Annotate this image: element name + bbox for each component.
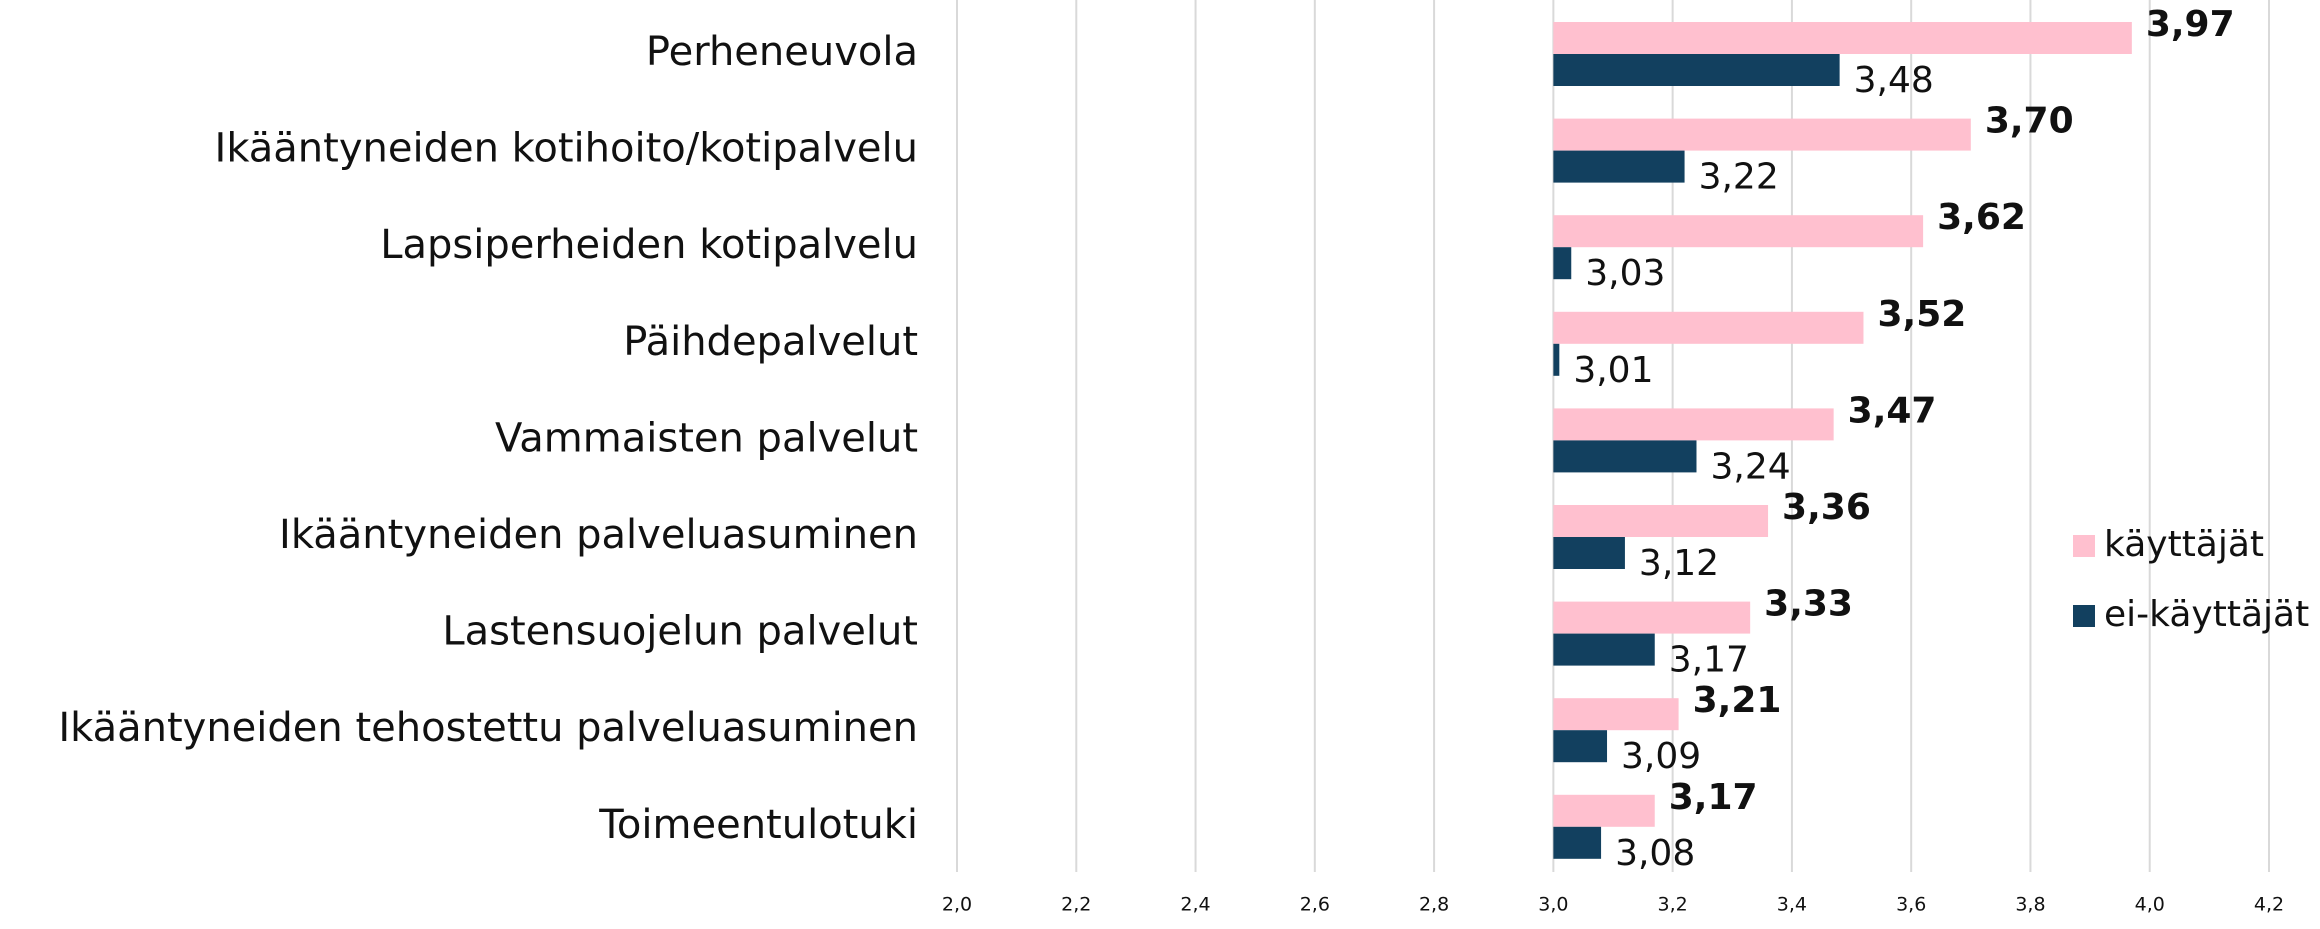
- bar: [1553, 826, 1602, 859]
- bar: [1553, 54, 1840, 86]
- legend-swatch: [2073, 535, 2095, 557]
- bar: [1553, 730, 1608, 763]
- value-label: 3,01: [1573, 350, 1653, 391]
- bar: [1553, 215, 1924, 248]
- x-tick-label: 2,6: [1300, 894, 1330, 916]
- x-tick-label: 3,0: [1538, 894, 1568, 916]
- bar: [1553, 505, 1769, 537]
- value-label: 3,03: [1585, 253, 1665, 294]
- value-label: 3,97: [2146, 4, 2235, 45]
- value-label: 3,17: [1669, 777, 1758, 818]
- category-label: Ikääntyneiden kotihoito/kotipalvelu: [215, 126, 918, 172]
- bar: [1553, 22, 2132, 54]
- value-label: 3,22: [1699, 157, 1779, 198]
- value-label: 3,62: [1937, 197, 2026, 238]
- category-label: Lapsiperheiden kotipalvelu: [380, 222, 918, 268]
- value-label: 3,17: [1669, 640, 1749, 681]
- bar: [1553, 343, 1560, 376]
- bar: [1553, 408, 1834, 441]
- x-tick-label: 4,0: [2135, 894, 2165, 916]
- category-label: Vammaisten palvelut: [495, 415, 918, 461]
- x-tick-label: 3,8: [2015, 894, 2045, 916]
- bar: [1553, 794, 1655, 827]
- value-label: 3,33: [1764, 584, 1853, 625]
- bar: [1553, 537, 1625, 569]
- value-label: 3,21: [1693, 680, 1782, 721]
- legend-label: käyttäjät: [2104, 524, 2264, 565]
- category-label: Perheneuvola: [646, 29, 918, 75]
- legend-swatch: [2073, 605, 2095, 627]
- legend-label: ei-käyttäjät: [2104, 594, 2309, 635]
- value-label: 3,08: [1615, 833, 1695, 874]
- value-label: 3,36: [1782, 487, 1871, 528]
- category-label: Toimeentulotuki: [598, 802, 918, 848]
- bar: [1553, 150, 1685, 183]
- x-tick-label: 4,2: [2254, 894, 2284, 916]
- x-tick-label: 2,4: [1180, 894, 1210, 916]
- x-tick-label: 3,4: [1777, 894, 1807, 916]
- bar: [1553, 440, 1697, 473]
- x-tick-label: 3,6: [1896, 894, 1926, 916]
- value-label: 3,12: [1639, 543, 1719, 584]
- bar: [1553, 311, 1864, 344]
- bar: [1553, 118, 1971, 151]
- value-label: 3,47: [1848, 390, 1937, 431]
- bar: [1553, 698, 1679, 731]
- category-label: Ikääntyneiden palveluasuminen: [279, 512, 918, 558]
- value-label: 3,09: [1621, 736, 1701, 777]
- category-label: Lastensuojelun palvelut: [442, 609, 918, 655]
- bar: [1553, 601, 1751, 634]
- x-tick-label: 3,2: [1658, 894, 1688, 916]
- bar: [1553, 247, 1572, 280]
- x-tick-label: 2,0: [942, 894, 972, 916]
- value-label: 3,24: [1710, 446, 1790, 487]
- value-label: 3,52: [1877, 294, 1966, 335]
- bar: [1553, 633, 1655, 666]
- value-label: 3,48: [1854, 60, 1934, 101]
- category-label: Päihdepalvelut: [623, 319, 918, 365]
- category-label: Ikääntyneiden tehostettu palveluasuminen: [58, 705, 918, 751]
- x-tick-label: 2,2: [1061, 894, 1091, 916]
- x-tick-label: 2,8: [1419, 894, 1449, 916]
- value-label: 3,70: [1985, 101, 2074, 142]
